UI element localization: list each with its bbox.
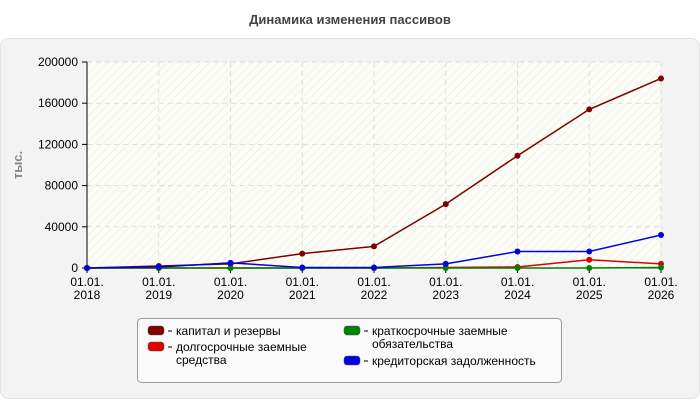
point — [371, 243, 377, 250]
y-tick-label: 160000 — [38, 96, 78, 110]
point — [586, 256, 593, 263]
point — [299, 250, 306, 257]
x-tick-label: 01.01. 2024 — [501, 275, 534, 302]
legend-swatch — [147, 325, 165, 336]
point — [84, 265, 90, 271]
x-tick-label: 01.01. 2023 — [429, 275, 462, 302]
point — [442, 201, 449, 208]
legend-swatch — [343, 355, 361, 366]
point — [227, 265, 234, 271]
point — [658, 264, 664, 271]
point — [658, 75, 664, 82]
point — [299, 264, 306, 271]
x-tick-label: 01.01. 2018 — [70, 275, 103, 302]
point — [371, 264, 377, 271]
y-tick-label: 200000 — [38, 55, 78, 69]
chart-title: Динамика изменения пассивов — [249, 12, 451, 27]
point — [514, 265, 521, 271]
legend-label: долгосрочные заемные средства — [176, 340, 307, 367]
point — [586, 106, 593, 113]
point — [442, 260, 449, 267]
x-tick-label: 01.01. 2025 — [573, 275, 606, 302]
point — [442, 265, 449, 271]
point — [514, 152, 521, 159]
x-tick-label: 01.01. 2019 — [142, 275, 175, 302]
point — [586, 265, 593, 271]
y-tick-label: 0 — [71, 261, 78, 275]
x-tick-label: 01.01. 2021 — [286, 275, 319, 302]
legend-swatch — [147, 341, 165, 352]
legend — [137, 318, 562, 383]
point — [514, 248, 521, 255]
legend-label: краткосрочные заемные обязательства — [372, 324, 508, 351]
legend-label: кредиторская задолженность — [372, 354, 536, 368]
point — [155, 263, 162, 270]
y-tick-label: 80000 — [45, 179, 79, 193]
x-tick-label: 01.01. 2022 — [357, 275, 390, 302]
y-axis-label: тыс. — [10, 151, 25, 179]
x-tick-label: 01.01. 2020 — [214, 275, 247, 302]
legend-swatch — [343, 325, 361, 336]
point — [586, 248, 593, 255]
point — [227, 259, 234, 266]
y-tick-label: 120000 — [38, 137, 78, 151]
point — [658, 232, 664, 239]
y-tick-label: 40000 — [45, 220, 79, 234]
legend-label: капитал и резервы — [176, 324, 281, 338]
x-tick-label: 01.01. 2026 — [644, 275, 677, 302]
